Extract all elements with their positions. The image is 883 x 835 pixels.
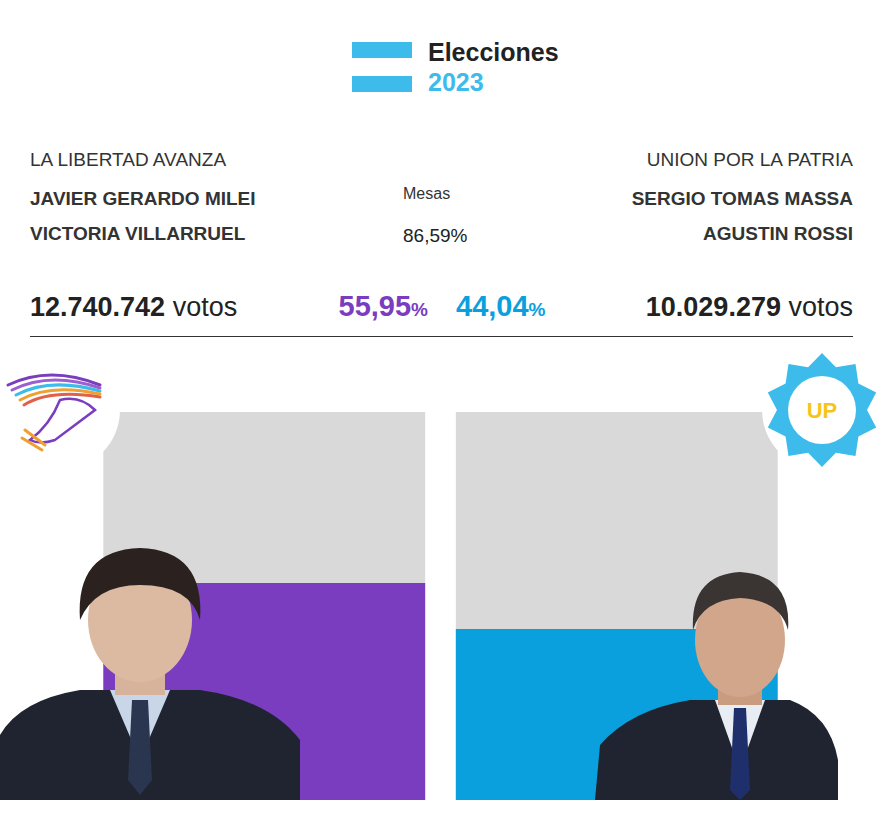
html-text:AGUSTIN ROSSI: AGUSTIN ROSSI xyxy=(703,223,853,244)
html-text:JAVIER GERARDO MILEI: JAVIER GERARDO MILEI xyxy=(30,188,256,209)
html-text:Mesas: Mesas xyxy=(403,185,451,202)
html-text:12.740.742 votos: 12.740.742 votos xyxy=(30,292,238,322)
html-text:Elecciones: Elecciones xyxy=(428,38,559,66)
html-text:55,95%: 55,95% xyxy=(338,290,428,322)
html-text:VICTORIA VILLARRUEL: VICTORIA VILLARRUEL xyxy=(30,223,246,244)
html-text:86,59%: 86,59% xyxy=(403,225,468,246)
html-text:44,04%: 44,04% xyxy=(456,290,546,322)
html-text:SERGIO TOMAS MASSA: SERGIO TOMAS MASSA xyxy=(631,188,853,209)
svg-text:UP: UP xyxy=(807,398,838,423)
html-text:10.029.279 votos: 10.029.279 votos xyxy=(645,292,853,322)
html-text:LA LIBERTAD AVANZA: LA LIBERTAD AVANZA xyxy=(30,149,227,170)
html-text:2023: 2023 xyxy=(428,68,484,96)
html-text:UNION POR LA PATRIA: UNION POR LA PATRIA xyxy=(646,149,853,170)
